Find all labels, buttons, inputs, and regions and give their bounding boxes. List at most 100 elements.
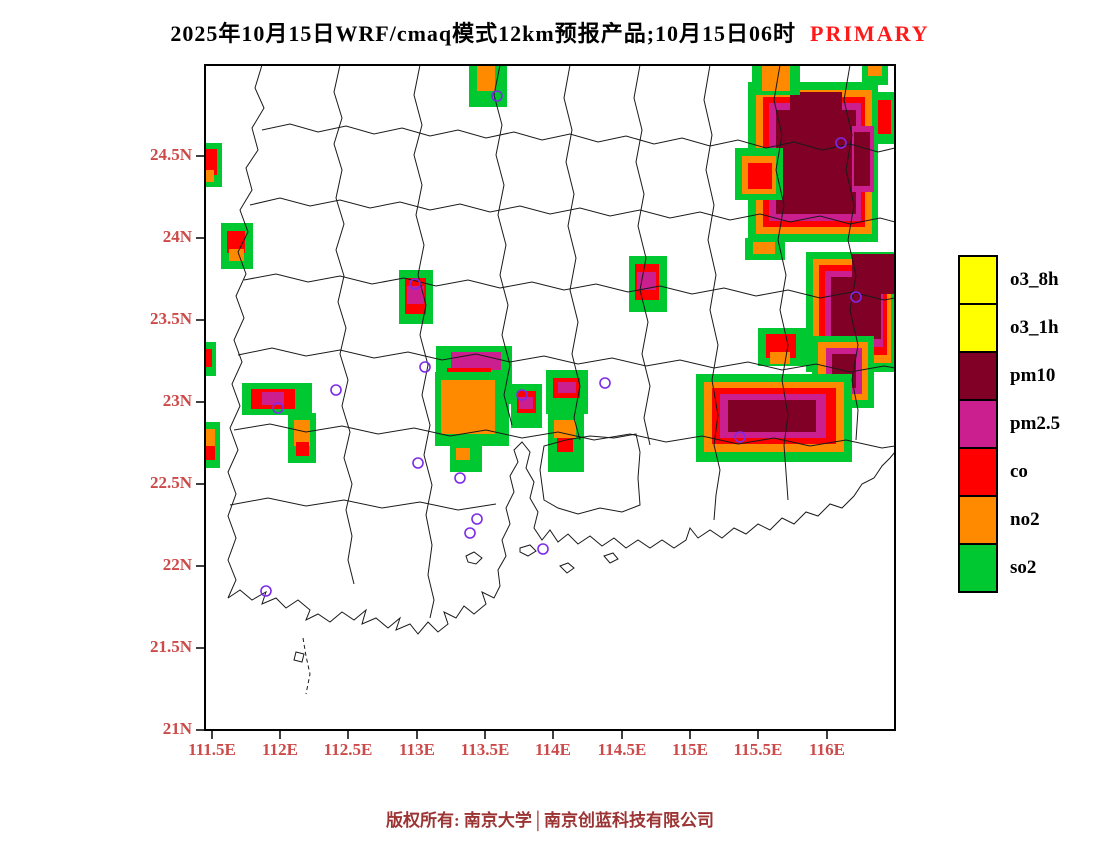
pollution-cell-no2 bbox=[205, 429, 215, 449]
legend-row-o3_8h: o3_8h bbox=[958, 255, 1060, 305]
pollution-cell-co bbox=[748, 163, 772, 189]
pollution-cell-co bbox=[205, 149, 217, 175]
x-axis-tick-label: 115.5E bbox=[733, 740, 783, 759]
boundary-path bbox=[333, 65, 355, 585]
pollution-cell-no2 bbox=[205, 170, 214, 182]
legend-row-o3_1h: o3_1h bbox=[958, 303, 1060, 353]
legend-label-co: co bbox=[1010, 461, 1028, 482]
pollution-cell-co bbox=[205, 446, 215, 460]
boundary-path bbox=[233, 423, 895, 449]
city-markers-layer bbox=[260, 90, 862, 597]
city-marker-icon bbox=[260, 585, 272, 597]
boundary-path bbox=[603, 552, 619, 564]
pollution-cell-no2 bbox=[753, 242, 775, 254]
boundary-path bbox=[519, 544, 537, 557]
pollutant-legend: o3_8h o3_1h pm10 pm2.5 co no2 so2 bbox=[958, 255, 1060, 593]
legend-row-pm10: pm10 bbox=[958, 351, 1060, 401]
pollution-cell-pm10 bbox=[776, 110, 856, 214]
legend-label-no2: no2 bbox=[1010, 509, 1040, 530]
city-marker-icon bbox=[412, 457, 424, 469]
x-axis-tick-label: 114E bbox=[535, 740, 571, 759]
boundary-path bbox=[559, 562, 575, 574]
x-axis-tick-label: 115E bbox=[672, 740, 708, 759]
y-axis-tick-label: 24N bbox=[162, 227, 192, 246]
boundary-path bbox=[633, 65, 651, 446]
x-axis-tick-label: 116E bbox=[809, 740, 845, 759]
boundary-path bbox=[243, 273, 895, 301]
legend-swatch-o3_8h bbox=[958, 255, 998, 305]
city-marker-icon bbox=[599, 377, 611, 389]
x-axis-tick-label: 114.5E bbox=[597, 740, 647, 759]
legend-label-so2: so2 bbox=[1010, 557, 1037, 578]
legend-label-o3_1h: o3_1h bbox=[1010, 317, 1059, 338]
boundary-path bbox=[227, 441, 895, 635]
legend-swatch-pm10 bbox=[958, 351, 998, 401]
legend-label-pm10: pm10 bbox=[1010, 365, 1056, 386]
title-highlight: PRIMARY bbox=[810, 21, 930, 46]
pollution-cell-pm2_5 bbox=[262, 392, 284, 405]
pollution-cell-no2 bbox=[441, 380, 495, 434]
city-marker-icon bbox=[835, 137, 847, 149]
pollution-cell-no2 bbox=[229, 249, 244, 261]
city-marker-icon bbox=[516, 389, 528, 401]
x-axis-tick-label: 112E bbox=[262, 740, 298, 759]
y-axis-tick-label: 22N bbox=[162, 555, 192, 574]
boundary-path bbox=[237, 347, 895, 373]
city-marker-icon bbox=[409, 278, 421, 290]
legend-swatch-so2 bbox=[958, 543, 998, 593]
legend-label-pm2_5: pm2.5 bbox=[1010, 413, 1061, 434]
pollution-cell-no2 bbox=[554, 420, 576, 438]
boundary-path bbox=[293, 651, 305, 663]
boundary-path bbox=[413, 65, 435, 619]
city-marker-icon bbox=[454, 472, 466, 484]
boundary-path bbox=[539, 433, 641, 515]
city-marker-icon bbox=[419, 361, 431, 373]
y-axis-tick-label: 23.5N bbox=[149, 309, 192, 328]
legend-row-so2: so2 bbox=[958, 543, 1060, 593]
legend-label-o3_8h: o3_8h bbox=[1010, 269, 1059, 290]
legend-swatch-co bbox=[958, 447, 998, 497]
city-marker-icon bbox=[272, 402, 284, 414]
legend-swatch-pm2_5 bbox=[958, 399, 998, 449]
city-marker-icon bbox=[491, 90, 503, 102]
x-axis-tick-label: 112.5E bbox=[323, 740, 373, 759]
city-marker-icon bbox=[537, 543, 549, 555]
legend-swatch-o3_1h bbox=[958, 303, 998, 353]
pollution-cell-co bbox=[878, 100, 891, 134]
title-main: 2025年10月15日WRF/cmaq模式12km预报产品;10月15日06时 bbox=[170, 21, 797, 46]
pollution-cell-no2 bbox=[770, 352, 790, 364]
legend-row-pm2_5: pm2.5 bbox=[958, 399, 1060, 449]
legend-swatch-no2 bbox=[958, 495, 998, 545]
pollution-cell-pm2_5 bbox=[637, 272, 656, 290]
x-axis-tick-label: 113E bbox=[399, 740, 435, 759]
y-axis-tick-label: 24.5N bbox=[149, 145, 192, 164]
page-title: 2025年10月15日WRF/cmaq模式12km预报产品;10月15日06时 P… bbox=[0, 16, 1100, 48]
y-axis-tick-label: 21.5N bbox=[149, 637, 192, 656]
city-marker-icon bbox=[471, 513, 483, 525]
copyright-text: 版权所有: 南京大学│南京创蓝科技有限公司 bbox=[386, 811, 714, 830]
pollution-cell-co bbox=[205, 349, 212, 367]
boundary-path bbox=[261, 123, 895, 153]
x-axis-tick-label: 111.5E bbox=[188, 740, 236, 759]
pollution-cell-no2 bbox=[868, 65, 882, 76]
pollution-cell-no2 bbox=[294, 420, 310, 446]
boundary-path bbox=[227, 65, 265, 599]
pollution-cell-pm2_5 bbox=[451, 352, 501, 370]
boundary-path bbox=[493, 65, 513, 426]
boundary-path bbox=[302, 637, 311, 695]
pollution-cells-layer bbox=[205, 65, 895, 472]
boundary-path bbox=[229, 497, 497, 511]
legend-row-co: co bbox=[958, 447, 1060, 497]
city-marker-icon bbox=[330, 384, 342, 396]
boundary-path bbox=[843, 65, 859, 441]
x-axis-tick-label: 113.5E bbox=[460, 740, 510, 759]
map-frame bbox=[204, 64, 896, 731]
pollution-cell-pm10 bbox=[736, 404, 806, 428]
legend-row-no2: no2 bbox=[958, 495, 1060, 545]
city-marker-icon bbox=[734, 431, 746, 443]
pollution-cell-pm2_5 bbox=[558, 382, 576, 393]
boundary-path bbox=[703, 65, 721, 521]
boundary-path bbox=[563, 65, 581, 441]
pollution-cell-pm10 bbox=[854, 132, 870, 186]
